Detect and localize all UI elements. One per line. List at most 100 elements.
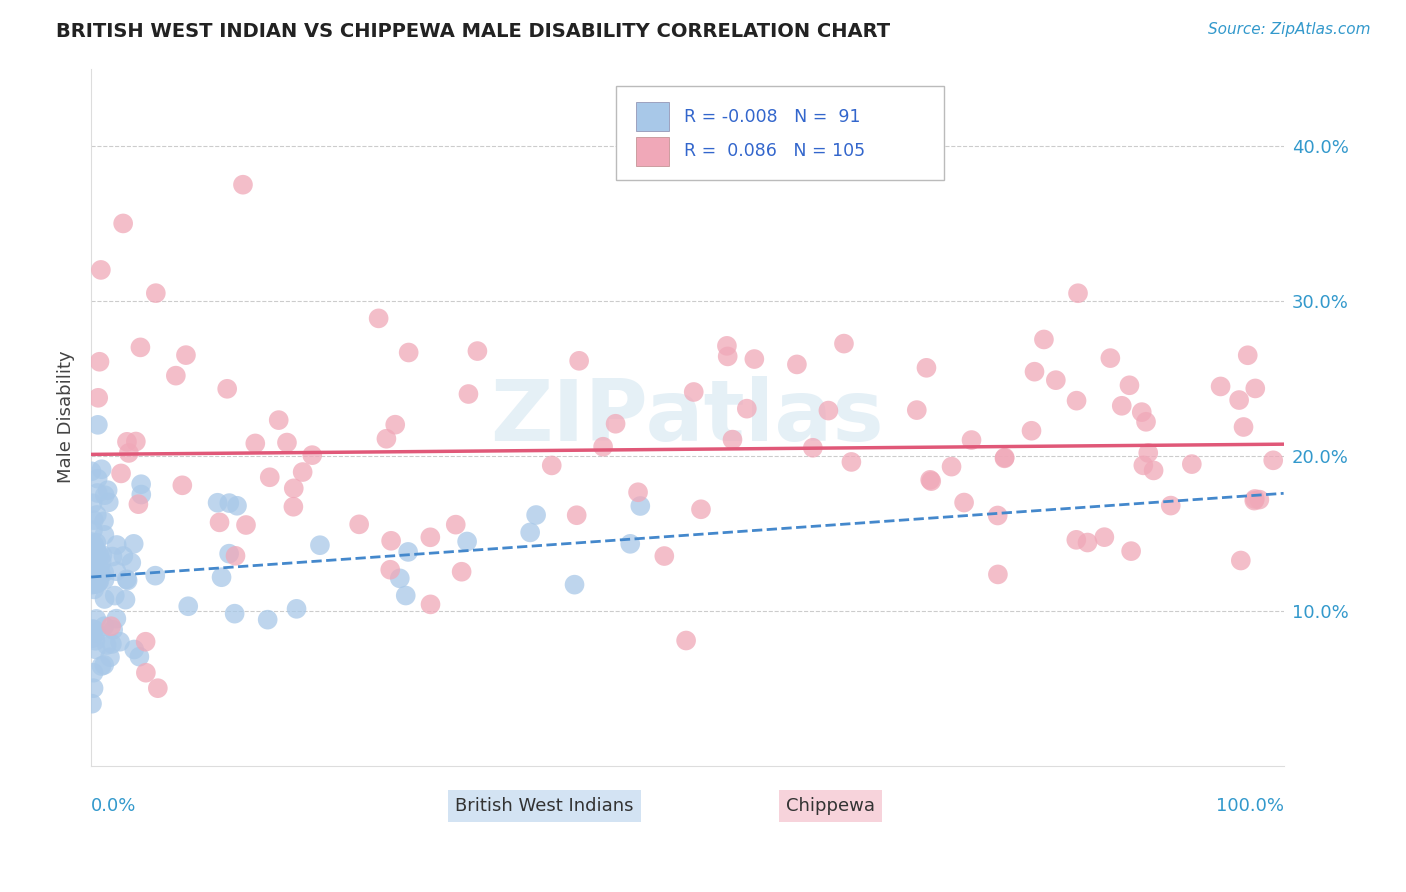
Text: British West Indians: British West Indians bbox=[456, 797, 634, 815]
Point bbox=[84, 576, 107, 591]
Point bbox=[1099, 351, 1122, 365]
Point bbox=[122, 537, 145, 551]
Point bbox=[716, 339, 738, 353]
Point bbox=[398, 345, 420, 359]
Point bbox=[101, 637, 124, 651]
Point bbox=[1132, 458, 1154, 473]
Point bbox=[101, 623, 124, 637]
Point bbox=[259, 470, 281, 484]
Point bbox=[987, 508, 1010, 523]
Point bbox=[347, 517, 370, 532]
Point bbox=[82, 553, 104, 567]
Point bbox=[565, 508, 588, 523]
Point bbox=[1045, 373, 1067, 387]
Text: BRITISH WEST INDIAN VS CHIPPEWA MALE DISABILITY CORRELATION CHART: BRITISH WEST INDIAN VS CHIPPEWA MALE DIS… bbox=[56, 22, 890, 41]
Point bbox=[118, 446, 141, 460]
Point bbox=[105, 612, 128, 626]
Point bbox=[172, 478, 194, 492]
Point bbox=[450, 565, 472, 579]
Point bbox=[841, 455, 863, 469]
Point bbox=[245, 436, 267, 450]
Point bbox=[83, 582, 105, 597]
Text: R = -0.008   N =  91: R = -0.008 N = 91 bbox=[683, 108, 860, 126]
Point bbox=[83, 513, 105, 527]
Point bbox=[86, 612, 108, 626]
Point bbox=[84, 626, 107, 640]
Point bbox=[1181, 457, 1204, 471]
Point bbox=[380, 563, 402, 577]
Point bbox=[232, 178, 254, 192]
Point bbox=[619, 537, 641, 551]
Point bbox=[1118, 378, 1140, 392]
Point bbox=[419, 598, 441, 612]
Point bbox=[114, 592, 136, 607]
Point bbox=[82, 523, 104, 537]
Point bbox=[395, 589, 418, 603]
Point bbox=[1160, 499, 1182, 513]
Point bbox=[605, 417, 627, 431]
Point bbox=[519, 525, 541, 540]
Point bbox=[291, 465, 314, 479]
Point bbox=[721, 433, 744, 447]
Point bbox=[93, 619, 115, 633]
Point bbox=[627, 485, 650, 500]
Point bbox=[143, 568, 166, 582]
Point bbox=[285, 602, 308, 616]
Point bbox=[1066, 393, 1088, 408]
Point bbox=[108, 634, 131, 648]
Point bbox=[165, 368, 187, 383]
Point bbox=[83, 577, 105, 591]
Point bbox=[540, 458, 562, 473]
Point bbox=[524, 508, 547, 522]
Point bbox=[115, 434, 138, 449]
Point bbox=[125, 434, 148, 449]
Point bbox=[652, 549, 675, 563]
Point bbox=[87, 575, 110, 590]
Point bbox=[93, 514, 115, 528]
Point bbox=[1111, 399, 1133, 413]
Point bbox=[83, 623, 105, 637]
Point bbox=[218, 547, 240, 561]
Point bbox=[467, 344, 489, 359]
Point bbox=[105, 564, 128, 578]
Point bbox=[568, 353, 591, 368]
Point bbox=[84, 633, 107, 648]
Point bbox=[174, 348, 197, 362]
Point bbox=[100, 619, 122, 633]
Point bbox=[744, 352, 766, 367]
Point bbox=[226, 499, 249, 513]
Text: 0.0%: 0.0% bbox=[91, 797, 136, 815]
Point bbox=[675, 633, 697, 648]
Point bbox=[380, 533, 402, 548]
Point bbox=[444, 517, 467, 532]
Point bbox=[1032, 333, 1054, 347]
Point bbox=[717, 350, 740, 364]
Point bbox=[80, 578, 103, 592]
Point bbox=[396, 545, 419, 559]
Point bbox=[146, 681, 169, 696]
Point bbox=[367, 311, 389, 326]
Point bbox=[135, 665, 157, 680]
Point bbox=[786, 358, 808, 372]
Point bbox=[91, 548, 114, 562]
Point bbox=[419, 530, 441, 544]
Point bbox=[628, 499, 651, 513]
Text: Source: ZipAtlas.com: Source: ZipAtlas.com bbox=[1208, 22, 1371, 37]
Point bbox=[225, 549, 247, 563]
Point bbox=[735, 401, 758, 416]
Point bbox=[90, 567, 112, 582]
Point bbox=[83, 681, 105, 696]
Point bbox=[135, 634, 157, 648]
Point bbox=[90, 462, 112, 476]
Point bbox=[1230, 553, 1253, 567]
Point bbox=[267, 413, 290, 427]
Point bbox=[97, 483, 120, 498]
Point bbox=[83, 538, 105, 552]
Point bbox=[283, 500, 305, 514]
Point bbox=[98, 650, 121, 665]
Text: Chippewa: Chippewa bbox=[786, 797, 875, 815]
Point bbox=[1243, 493, 1265, 508]
Text: R =  0.086   N = 105: R = 0.086 N = 105 bbox=[683, 143, 865, 161]
Point bbox=[84, 642, 107, 657]
Point bbox=[224, 607, 246, 621]
